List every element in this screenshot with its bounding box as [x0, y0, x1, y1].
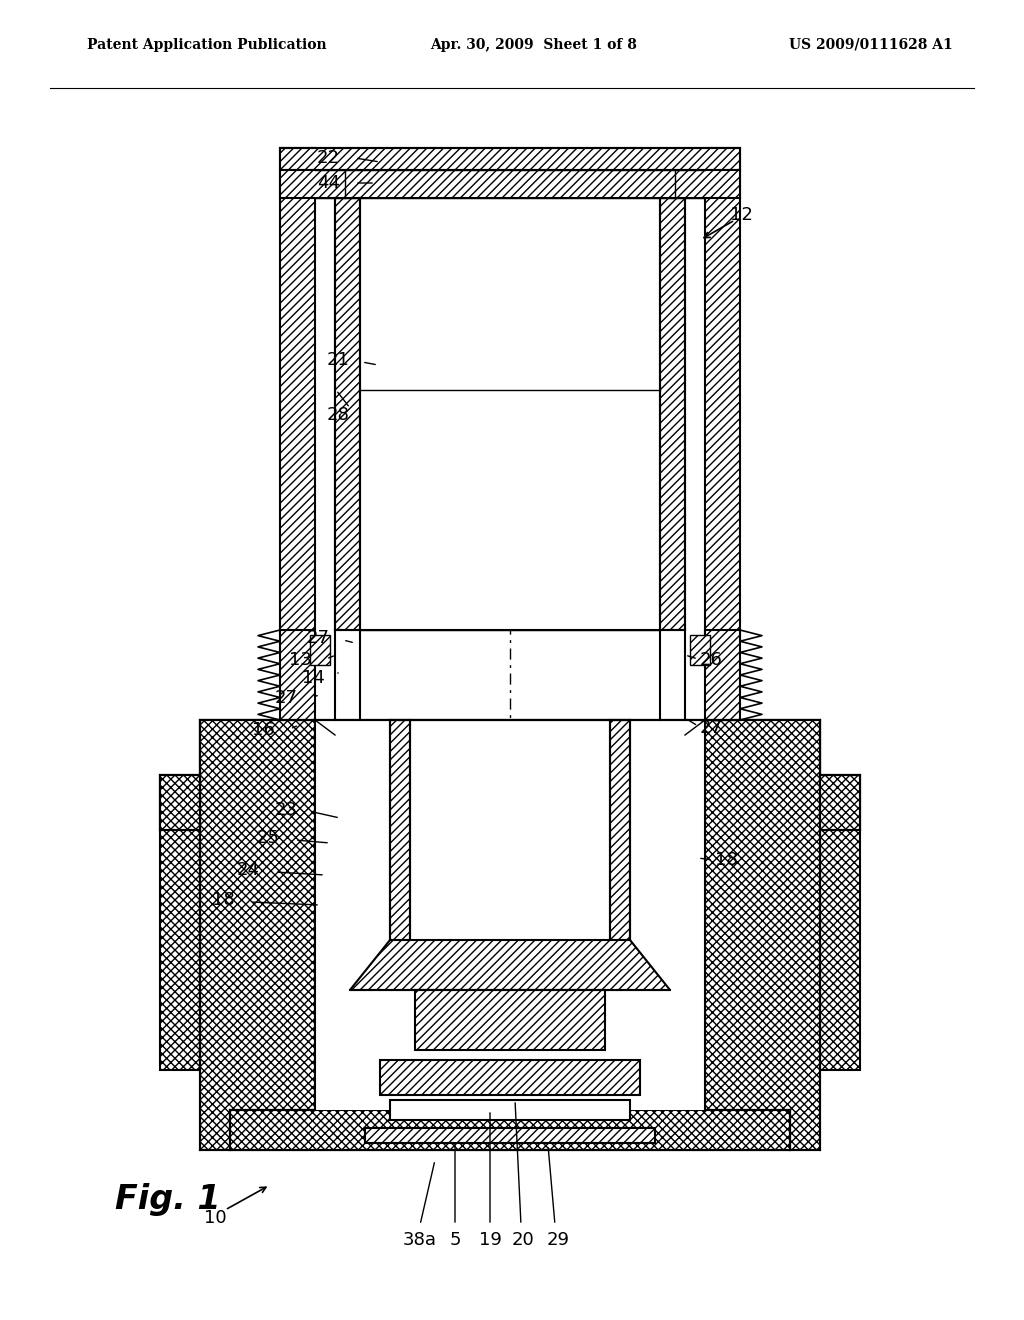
Text: 16: 16	[252, 721, 275, 739]
Bar	[415, 990, 605, 1049]
Text: 27: 27	[275, 689, 298, 708]
Text: Apr. 30, 2009  Sheet 1 of 8: Apr. 30, 2009 Sheet 1 of 8	[430, 38, 637, 51]
Text: 19: 19	[478, 1232, 502, 1249]
Polygon shape	[705, 148, 740, 640]
Text: 12: 12	[730, 206, 753, 224]
Text: 18: 18	[212, 891, 234, 909]
Polygon shape	[280, 630, 315, 719]
Text: 21: 21	[327, 351, 350, 370]
Text: 5: 5	[450, 1232, 461, 1249]
Text: 28: 28	[327, 407, 350, 424]
Text: 14: 14	[302, 669, 325, 686]
Polygon shape	[230, 1110, 790, 1150]
Text: 27: 27	[700, 719, 723, 737]
Polygon shape	[690, 635, 710, 665]
Bar	[410, 719, 610, 940]
Text: 26: 26	[700, 651, 723, 669]
Text: 25: 25	[257, 829, 280, 847]
Text: 22: 22	[317, 149, 340, 168]
Bar	[315, 719, 705, 1110]
Polygon shape	[820, 775, 860, 830]
Bar	[410, 719, 610, 940]
Bar	[365, 1129, 655, 1143]
Text: 29: 29	[547, 1232, 569, 1249]
Polygon shape	[705, 719, 820, 1150]
Bar	[390, 1100, 630, 1119]
Polygon shape	[610, 719, 630, 940]
Polygon shape	[280, 148, 740, 170]
Text: 18: 18	[715, 851, 737, 869]
Polygon shape	[280, 170, 740, 198]
Polygon shape	[350, 940, 670, 990]
Polygon shape	[310, 635, 330, 665]
Polygon shape	[390, 719, 410, 940]
Bar	[380, 1060, 640, 1096]
Polygon shape	[335, 198, 360, 630]
Polygon shape	[160, 775, 200, 830]
Polygon shape	[160, 719, 860, 1150]
Polygon shape	[200, 719, 315, 1150]
Polygon shape	[705, 630, 740, 719]
Text: 27: 27	[307, 630, 330, 647]
Text: Fig. 1: Fig. 1	[115, 1184, 220, 1217]
Text: 13: 13	[289, 651, 312, 669]
Text: US 2009/0111628 A1: US 2009/0111628 A1	[788, 38, 952, 51]
Polygon shape	[660, 198, 685, 630]
Text: 23: 23	[275, 801, 298, 818]
Bar	[360, 198, 660, 630]
Text: 44: 44	[317, 174, 340, 191]
Text: 20: 20	[512, 1232, 535, 1249]
Text: Patent Application Publication: Patent Application Publication	[87, 38, 327, 51]
Text: 24: 24	[237, 861, 260, 879]
Text: 38a: 38a	[403, 1232, 437, 1249]
Polygon shape	[280, 148, 315, 640]
Text: 10: 10	[204, 1209, 226, 1228]
